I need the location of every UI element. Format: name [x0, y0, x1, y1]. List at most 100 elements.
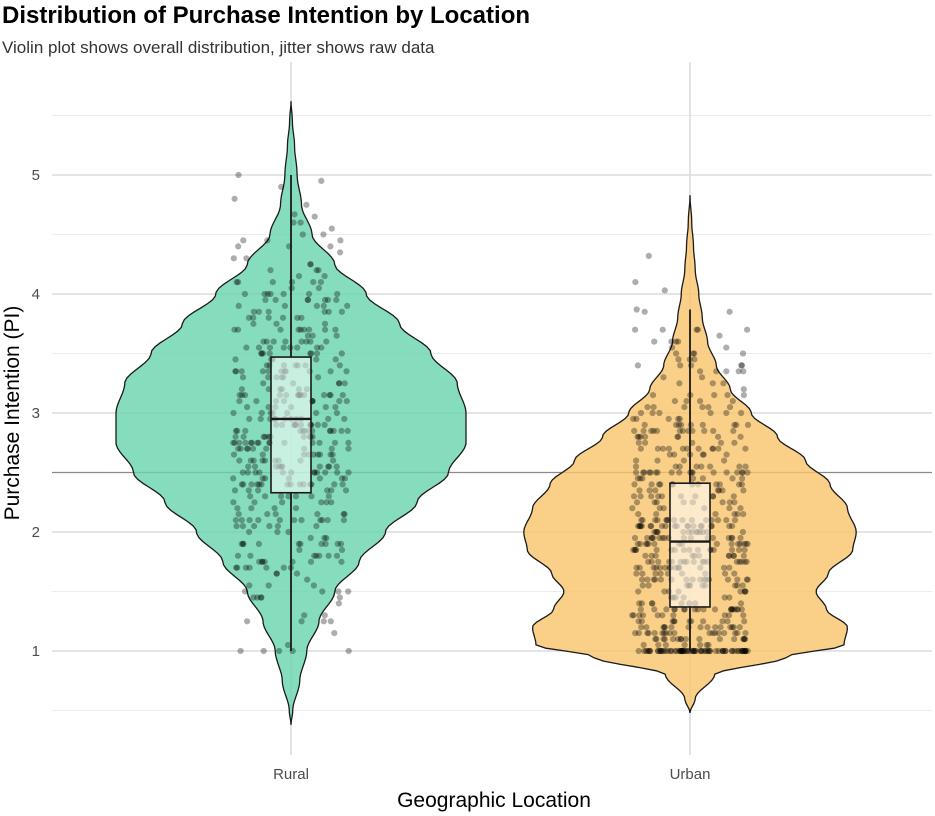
jitter-point: [276, 517, 283, 524]
jitter-point: [637, 433, 644, 440]
jitter-point: [651, 540, 658, 548]
jitter-point: [643, 624, 650, 631]
jitter-point: [639, 612, 647, 619]
jitter-point: [715, 647, 722, 655]
jitter-point: [702, 647, 709, 655]
jitter-point: [648, 481, 655, 488]
jitter-point: [322, 296, 329, 303]
jitter-point: [639, 582, 646, 589]
jitter-point: [239, 540, 246, 548]
jitter-point: [734, 630, 741, 637]
jitter-point: [258, 481, 265, 488]
jitter-point: [257, 415, 264, 422]
jitter-point: [671, 398, 679, 405]
jitter-point: [704, 647, 711, 655]
jitter-point: [675, 415, 682, 422]
jitter-point: [262, 493, 269, 500]
jitter-point: [304, 332, 311, 339]
jitter-point: [635, 510, 642, 518]
jitter-point: [716, 481, 724, 488]
jitter-point: [236, 398, 243, 405]
jitter-point: [743, 558, 750, 565]
jitter-point: [702, 647, 709, 655]
jitter-point: [269, 279, 276, 286]
jitter-point: [254, 594, 261, 601]
jitter-point: [687, 421, 695, 428]
jitter-point: [338, 475, 346, 482]
jitter-point: [741, 558, 749, 565]
jitter-point: [314, 451, 322, 458]
jitter-point: [332, 356, 339, 363]
jitter-point: [259, 457, 266, 464]
jitter-point: [700, 606, 707, 613]
jitter-point: [705, 641, 712, 649]
jitter-point: [684, 445, 691, 452]
jitter-point: [326, 427, 333, 434]
jitter-point: [320, 231, 327, 238]
jitter-point: [678, 647, 685, 655]
x-axis-title: Geographic Location: [397, 789, 591, 812]
jitter-point: [335, 380, 343, 387]
jitter-point: [651, 338, 658, 345]
jitter-point: [743, 576, 751, 583]
jitter-point: [727, 624, 734, 631]
jitter-point: [738, 647, 745, 655]
jitter-point: [721, 612, 728, 619]
jitter-point: [634, 433, 641, 440]
jitter-point: [313, 267, 320, 274]
jitter-point: [250, 320, 257, 327]
jitter-point: [729, 398, 736, 405]
jitter-point: [235, 510, 242, 518]
jitter-point: [728, 546, 736, 554]
jitter-point: [326, 463, 333, 470]
jitter-point: [314, 344, 321, 351]
jitter-point: [259, 451, 266, 458]
jitter-point: [637, 475, 644, 482]
jitter-point: [632, 463, 640, 470]
jitter-point: [284, 641, 292, 649]
jitter-point: [655, 647, 662, 655]
jitter-point: [631, 546, 638, 554]
jitter-point: [306, 326, 313, 333]
jitter-point: [733, 558, 741, 565]
jitter-point: [247, 457, 254, 464]
jitter-point: [726, 594, 733, 601]
jitter-point: [256, 469, 263, 476]
jitter-point: [731, 421, 738, 428]
jitter-point: [658, 493, 666, 500]
jitter-point: [294, 314, 301, 321]
jitter-point: [657, 481, 664, 488]
jitter-point: [260, 433, 267, 440]
jitter-point: [672, 463, 679, 470]
jitter-point: [738, 606, 745, 613]
jitter-point: [632, 546, 639, 554]
jitter-point: [634, 362, 642, 369]
jitter-point: [335, 588, 342, 595]
jitter-point: [691, 350, 698, 357]
jitter-point: [734, 606, 742, 613]
jitter-point: [680, 457, 688, 464]
jitter-point: [327, 427, 334, 434]
jitter-point: [308, 350, 315, 357]
jitter-point: [653, 564, 660, 571]
jitter-point: [328, 225, 335, 232]
jitter-point: [239, 374, 247, 381]
jitter-point: [697, 641, 704, 649]
jitter-point: [261, 558, 268, 565]
jitter-point: [265, 582, 272, 589]
jitter-point: [720, 564, 728, 571]
jitter-point: [235, 279, 242, 286]
jitter-point: [639, 517, 646, 524]
jitter-point: [307, 558, 315, 565]
jitter-point: [652, 636, 659, 643]
jitter-point: [653, 528, 660, 536]
jitter-point: [736, 558, 743, 565]
jitter-point: [679, 647, 687, 655]
jitter-point: [676, 463, 683, 470]
jitter-point: [235, 302, 242, 309]
jitter-point: [231, 195, 238, 202]
jitter-point: [247, 439, 255, 446]
jitter-point: [264, 237, 271, 244]
jitter-point: [643, 647, 650, 655]
jitter-point: [333, 296, 340, 303]
